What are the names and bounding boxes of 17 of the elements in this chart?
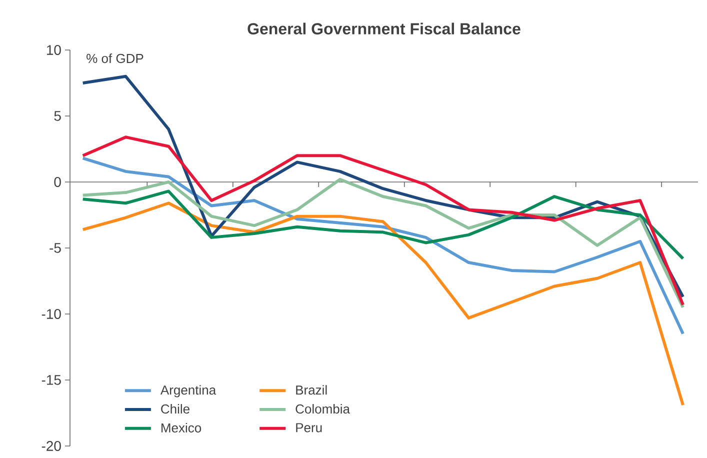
y-tick-label: 10 [46, 45, 61, 55]
y-tick-label: -5 [50, 243, 61, 253]
line-series [81, 190, 685, 260]
legend-label: Peru [296, 423, 322, 432]
line-series [81, 178, 685, 309]
legend-label: Chile [161, 404, 190, 414]
y-axis-title: % of GDP [86, 54, 144, 64]
legend-label: Colombia [296, 404, 350, 414]
y-tick-label: 5 [54, 111, 61, 121]
y-tick-label: -10 [42, 309, 61, 319]
legend-label: Argentina [160, 385, 216, 398]
y-tick-label: 0 [54, 177, 61, 187]
chart-title: General Government Fiscal Balance [248, 22, 520, 34]
y-tick-label: -15 [42, 375, 61, 385]
legend-label: Mexico [162, 422, 202, 433]
legend-label: Brazil [296, 385, 327, 395]
y-tick-label: -20 [42, 441, 61, 451]
